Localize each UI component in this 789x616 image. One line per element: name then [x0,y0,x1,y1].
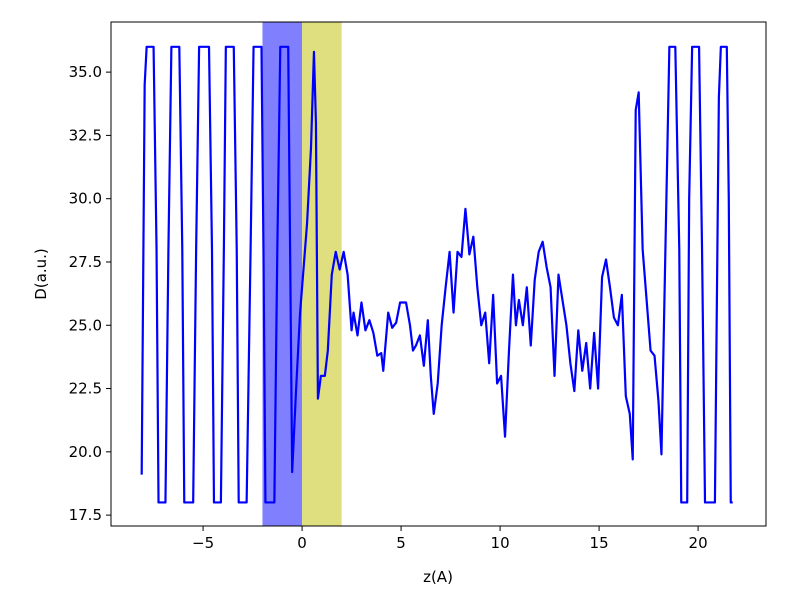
y-tick-label: 17.5 [69,506,102,524]
x-tick-label: 10 [491,534,510,552]
y-tick-label: 25.0 [69,316,102,334]
shaded-region [262,22,303,526]
plot-frame [110,21,767,527]
shaded-region [302,22,342,526]
data-line [140,45,733,504]
x-tick-label: 15 [590,534,609,552]
y-tick-label: 35.0 [69,63,102,81]
x-tick-label: 20 [689,534,708,552]
y-tick-label: 32.5 [69,126,102,144]
x-tick-label: 0 [297,534,307,552]
y-tick-label: 22.5 [69,380,102,398]
x-tick-label: −5 [192,534,214,552]
y-axis-label: D(a.u.) [32,248,50,300]
x-tick-label: 5 [396,534,406,552]
y-tick-label: 20.0 [69,443,102,461]
y-tick-label: 30.0 [69,190,102,208]
x-axis-label: z(A) [423,568,453,586]
y-tick-label: 27.5 [69,253,102,271]
